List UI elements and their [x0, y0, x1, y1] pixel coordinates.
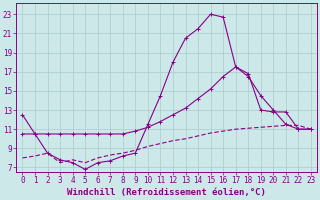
X-axis label: Windchill (Refroidissement éolien,°C): Windchill (Refroidissement éolien,°C) [67, 188, 266, 197]
